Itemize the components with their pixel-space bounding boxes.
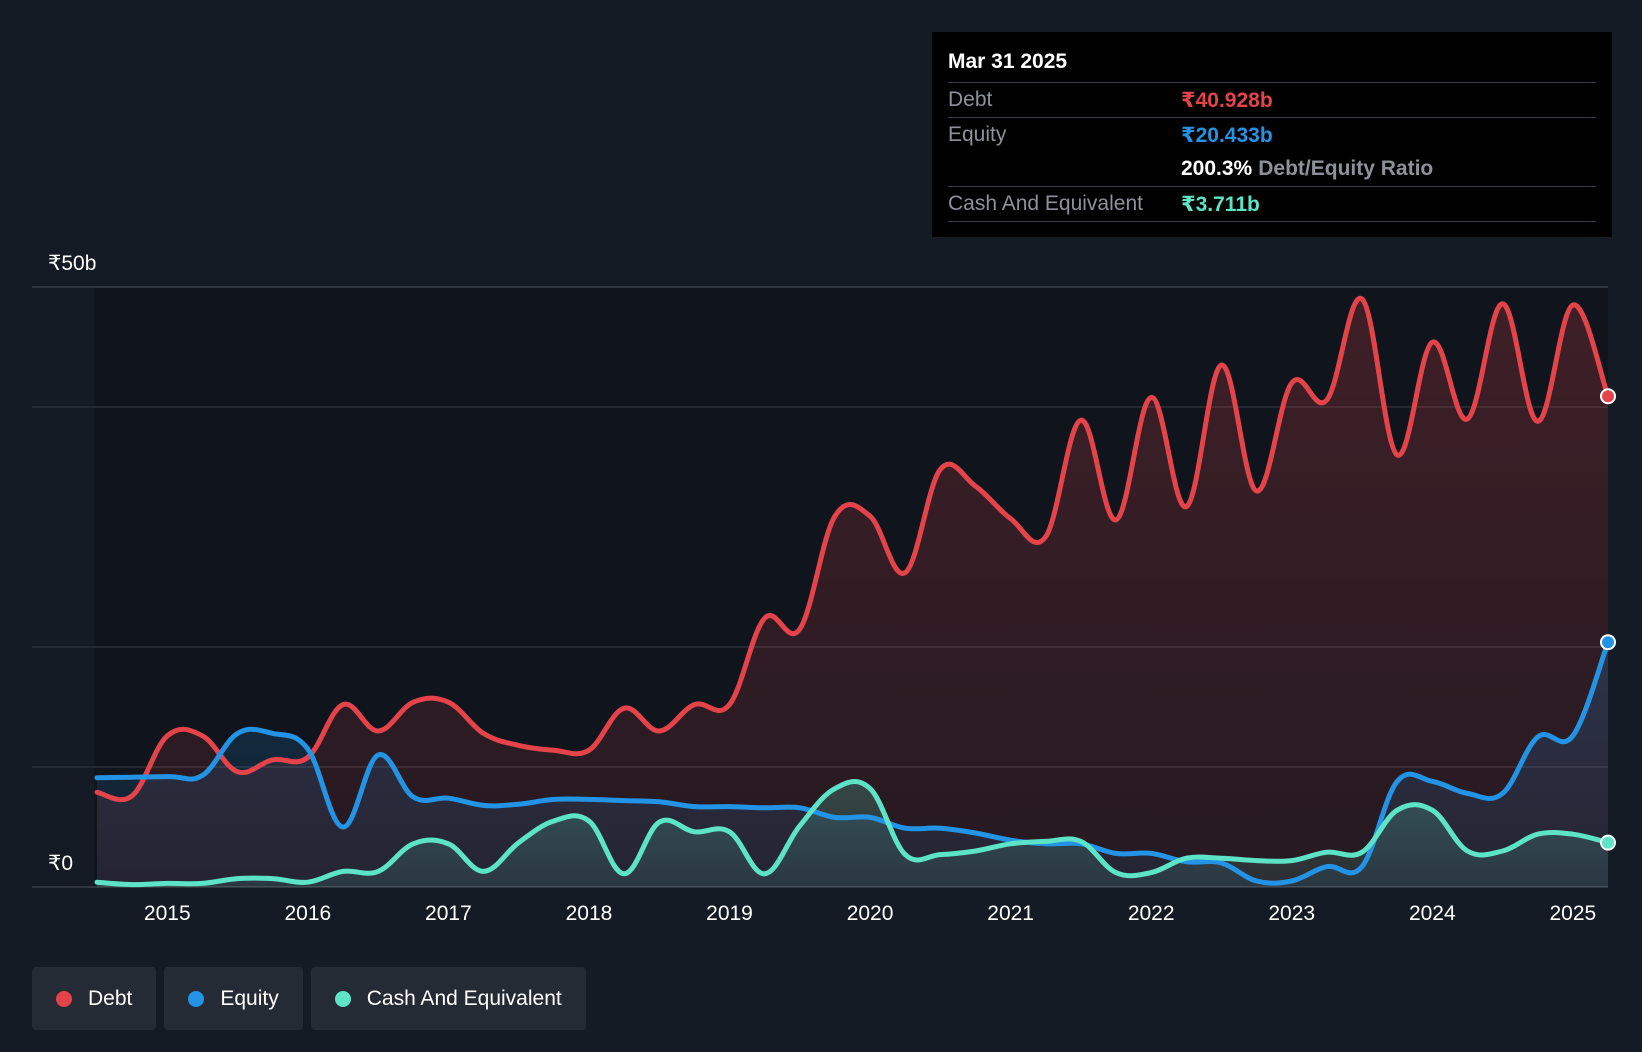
tooltip-row-ratio: 200.3% Debt/Equity Ratio xyxy=(948,152,1596,186)
y-axis-bottom-label: ₹0 xyxy=(48,852,73,875)
x-tick-label: 2016 xyxy=(284,902,331,925)
x-tick-label: 2019 xyxy=(706,902,753,925)
y-axis-top-label: ₹50b xyxy=(48,252,96,275)
x-tick-label: 2022 xyxy=(1128,902,1175,925)
tooltip-equity-label: Equity xyxy=(948,123,1007,146)
tooltip-ratio-value: 200.3% xyxy=(1181,157,1253,180)
legend-item-cash[interactable]: Cash And Equivalent xyxy=(310,967,586,1030)
legend-item-debt[interactable]: Debt xyxy=(32,967,157,1030)
x-tick-label: 2017 xyxy=(425,902,472,925)
debt-end-marker xyxy=(1600,388,1616,405)
equity-area xyxy=(97,642,1608,887)
tooltip-equity-value: ₹20.433b xyxy=(1181,123,1273,147)
x-tick-label: 2025 xyxy=(1550,902,1597,925)
tooltip-cash-value: ₹3.711b xyxy=(1181,192,1260,216)
cash-and-equivalent-line xyxy=(94,779,1611,888)
tooltip-cash-label: Cash And Equivalent xyxy=(948,192,1143,215)
chart-legend: Debt Equity Cash And Equivalent xyxy=(32,967,586,1030)
tooltip-row-cash: Cash And Equivalent ₹3.711b xyxy=(948,186,1596,222)
x-tick-label: 2018 xyxy=(566,902,613,925)
tooltip-row-debt: Debt ₹40.928b xyxy=(948,82,1596,117)
legend-debt-label: Debt xyxy=(88,986,133,1010)
x-tick-label: 2023 xyxy=(1268,902,1315,925)
tooltip-panel: Mar 31 2025 Debt ₹40.928b Equity ₹20.433… xyxy=(932,32,1612,237)
x-tick-label: 2024 xyxy=(1409,902,1456,925)
x-tick-label: 2015 xyxy=(144,902,191,925)
legend-item-equity[interactable]: Equity xyxy=(164,967,303,1030)
equity-end-marker xyxy=(1600,634,1616,651)
legend-equity-label: Equity xyxy=(220,986,279,1010)
legend-cash-dot xyxy=(334,990,351,1007)
x-axis-ticks: 2015 2016 2017 2018 2019 2020 2021 2022 2023 2024… xyxy=(144,902,1596,925)
tooltip-row-equity: Equity ₹20.433b xyxy=(948,117,1596,152)
legend-equity-dot xyxy=(188,990,205,1007)
tooltip-date: Mar 31 2025 xyxy=(948,50,1068,73)
x-tick-label: 2021 xyxy=(987,902,1034,925)
tooltip-debt-label: Debt xyxy=(948,88,993,111)
series-lines xyxy=(94,296,1611,888)
x-tick-label: 2020 xyxy=(847,902,894,925)
cash-and-equivalent-end-marker xyxy=(1600,834,1616,851)
debt-line xyxy=(94,296,1611,803)
legend-cash-label: Cash And Equivalent xyxy=(366,986,562,1010)
tooltip-debt-value: ₹40.928b xyxy=(1181,88,1273,112)
tooltip-ratio-label: Debt/Equity Ratio xyxy=(1258,157,1434,180)
legend-debt-dot xyxy=(56,990,72,1007)
debt-area xyxy=(97,298,1608,887)
series-end-markers xyxy=(1600,388,1616,851)
